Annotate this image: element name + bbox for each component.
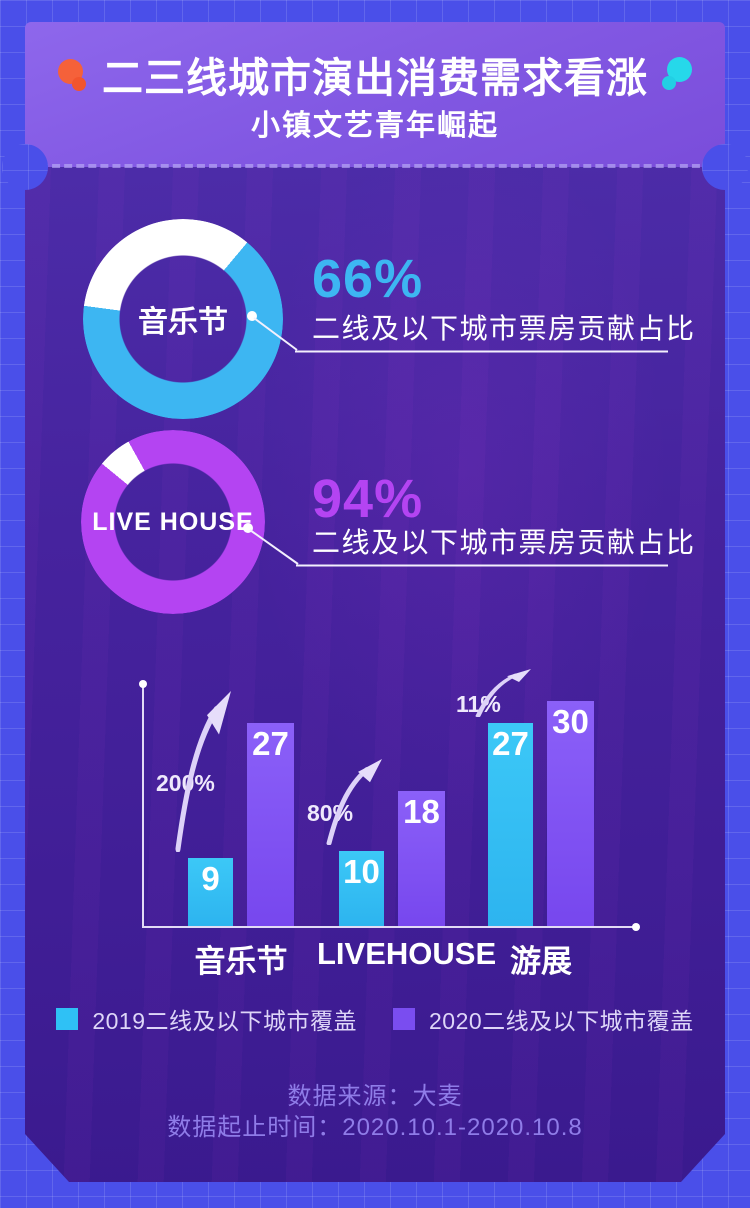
bar-2020: 27 (247, 723, 294, 926)
data-source-note: 数据来源：大麦 (287, 1083, 463, 1110)
page-title: 二三线城市演出消费需求看涨 (102, 55, 648, 101)
bar-2019: 10 (339, 851, 384, 926)
legend-swatch-2020 (393, 1008, 415, 1030)
bar-value-label: 10 (343, 853, 380, 890)
bar-value-label: 9 (201, 860, 220, 897)
stat-percent: 66% (312, 249, 424, 309)
category-label: LIVEHOUSE (317, 936, 497, 971)
growth-arrow-icon (326, 759, 382, 846)
bar-2019: 9 (188, 858, 233, 926)
orange-dots-icon (58, 57, 88, 91)
category-label: 音乐节 (194, 944, 288, 979)
growth-arrow-icon (175, 691, 231, 853)
legend-label: 2020二线及以下城市覆盖 (429, 1008, 694, 1034)
data-period-note: 数据起止时间：2020.10.1-2020.10.8 (167, 1114, 583, 1141)
callout-line (243, 523, 668, 567)
legend-swatch-2019 (56, 1008, 79, 1030)
bar-2020: 30 (547, 701, 594, 926)
bar-value-label: 27 (492, 725, 529, 762)
stat-percent: 94% (312, 469, 424, 529)
bar-value-label: 18 (403, 793, 440, 830)
x-axis-end-dot (632, 923, 640, 931)
x-axis (142, 926, 634, 928)
page-subtitle: 小镇文艺青年崛起 (250, 110, 499, 142)
bar-group-1: 200% 9 27 (156, 680, 316, 926)
legend-item-2019: 2019二线及以下城市覆盖 (56, 1002, 357, 1036)
y-axis-end-dot (139, 680, 147, 688)
ticket-perforation-line (40, 164, 712, 168)
stat-description: 二线及以下城市票房贡献占比 (312, 313, 696, 344)
donut-label: LIVE HOUSE (92, 507, 254, 536)
donut-ring (81, 430, 265, 614)
donut-label: 音乐节 (138, 306, 228, 339)
category-label: 游展 (510, 944, 572, 979)
grouped-bar-chart: 200% 9 27 音乐节 80% 10 18 LIVEHOUSE 11% 27 30 游展 (139, 669, 660, 990)
growth-arrow (325, 759, 383, 846)
chart-legend: 2019二线及以下城市覆盖 2020二线及以下城市覆盖 (25, 1002, 725, 1036)
header-title-row: 二三线城市演出消费需求看涨 (25, 44, 725, 104)
bar-group-3: 11% 27 30 (456, 669, 616, 926)
growth-arrow (474, 669, 532, 718)
growth-arrow (174, 691, 232, 853)
ticket-notch-left (2, 144, 48, 190)
bar-2020: 18 (398, 791, 445, 926)
growth-arrow-icon (475, 669, 531, 718)
bar-value-label: 27 (252, 725, 289, 762)
growth-percent-label: 80% (307, 800, 354, 826)
donut-chart-livehouse: LIVE HOUSE (81, 430, 265, 614)
legend-label: 2019二线及以下城市覆盖 (92, 1008, 357, 1034)
ticket-notch-right (702, 144, 748, 190)
bar-group-2: 80% 10 18 (307, 680, 467, 926)
stat-description: 二线及以下城市票房贡献占比 (312, 527, 696, 558)
cyan-dots-icon (662, 57, 692, 91)
bar-2019: 27 (488, 723, 533, 926)
bar-value-label: 30 (552, 703, 589, 740)
callout-line (247, 311, 668, 353)
legend-item-2020: 2020二线及以下城市覆盖 (393, 1002, 694, 1036)
y-axis (142, 686, 144, 926)
ticket-header-panel (25, 22, 725, 167)
